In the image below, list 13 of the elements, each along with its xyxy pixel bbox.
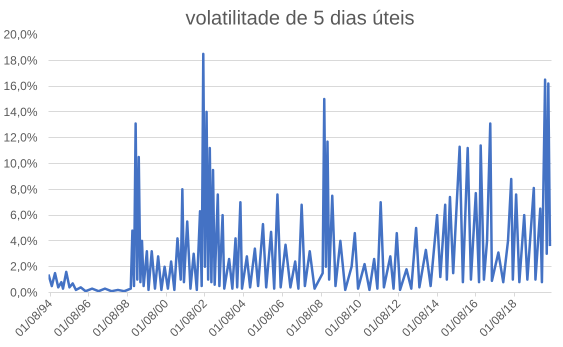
line-series (48, 52, 552, 292)
y-tick-label: 20,0% (3, 28, 38, 42)
y-tick-label: 14,0% (3, 104, 38, 119)
y-tick-label: 18,0% (3, 53, 38, 68)
y-tick-label: 4,0% (10, 234, 38, 248)
y-tick-label: 12,0% (3, 130, 38, 145)
y-tick-label: 0,0% (10, 286, 38, 300)
y-tick-label: 16,0% (3, 79, 38, 94)
y-tick-label: 6,0% (10, 208, 38, 222)
chart-title: volatilitade de 5 dias úteis (185, 8, 415, 30)
y-tick-label: 10,0% (3, 156, 38, 170)
y-tick-label: 8,0% (10, 182, 38, 196)
y-tick-label: 2,0% (10, 260, 38, 274)
